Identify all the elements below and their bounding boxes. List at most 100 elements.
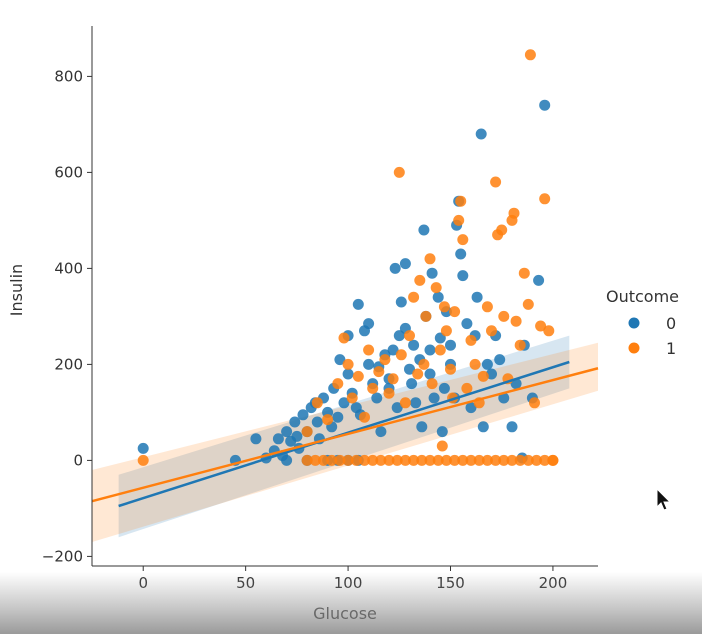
data-point-outcome-1	[490, 176, 502, 188]
data-point-outcome-1	[342, 358, 354, 370]
data-point-outcome-0	[471, 291, 483, 303]
data-point-outcome-0	[399, 258, 411, 270]
data-point-outcome-0	[424, 344, 436, 356]
data-point-outcome-1	[547, 454, 559, 466]
data-point-outcome-1	[375, 454, 387, 466]
data-point-outcome-1	[457, 454, 469, 466]
regression-line-1	[91, 367, 599, 503]
data-point-outcome-0	[506, 421, 518, 433]
data-point-outcome-1	[416, 454, 428, 466]
data-point-outcome-1	[449, 454, 461, 466]
data-point-outcome-0	[445, 339, 456, 351]
legend-marker-1	[628, 342, 640, 354]
data-point-outcome-0	[391, 402, 403, 414]
data-point-outcome-0	[250, 433, 262, 445]
data-point-outcome-1	[137, 454, 149, 466]
data-point-outcome-1	[506, 454, 518, 466]
data-point-outcome-1	[522, 454, 534, 466]
data-point-outcome-1	[426, 378, 438, 390]
data-point-outcome-1	[440, 325, 452, 337]
data-point-outcome-0	[137, 442, 149, 454]
legend-label-0: 0	[666, 314, 676, 333]
data-point-outcome-1	[399, 454, 411, 466]
data-point-outcome-1	[301, 426, 313, 438]
data-point-outcome-0	[408, 339, 420, 351]
data-point-outcome-1	[453, 214, 465, 226]
data-point-outcome-0	[416, 421, 428, 433]
data-point-outcome-0	[432, 291, 444, 303]
data-point-outcome-0	[338, 397, 350, 409]
data-point-outcome-1	[332, 378, 344, 390]
data-point-outcome-0	[281, 454, 293, 466]
data-point-outcome-1	[414, 274, 426, 286]
data-point-outcome-0	[363, 318, 375, 330]
data-point-outcome-1	[473, 454, 485, 466]
data-point-outcome-0	[363, 358, 375, 370]
data-point-outcome-1	[379, 354, 391, 366]
y-axis-label: Insulin	[7, 264, 26, 316]
data-point-outcome-1	[338, 332, 350, 344]
data-point-outcome-1	[322, 414, 334, 426]
data-point-outcome-1	[399, 397, 411, 409]
data-point-outcome-0	[494, 354, 506, 366]
data-point-outcome-0	[477, 421, 489, 433]
x-axis-label: Glucose	[313, 604, 377, 623]
data-point-outcome-0	[404, 363, 415, 375]
data-point-outcome-1	[342, 454, 354, 466]
data-point-outcome-0	[428, 392, 440, 404]
data-point-outcome-0	[426, 267, 438, 279]
data-point-outcome-1	[383, 387, 395, 399]
y-tick-label: 800	[54, 67, 83, 85]
data-point-outcome-1	[404, 330, 415, 342]
data-point-outcome-0	[393, 330, 405, 342]
data-point-outcome-0	[395, 296, 407, 308]
data-point-outcome-1	[363, 344, 375, 356]
data-point-outcome-1	[529, 397, 540, 409]
data-point-outcome-0	[438, 382, 450, 394]
data-point-outcome-1	[477, 370, 489, 382]
y-tick-label: 400	[54, 259, 83, 277]
data-point-outcome-0	[539, 99, 551, 111]
data-point-outcome-0	[498, 392, 510, 404]
data-point-outcome-1	[318, 454, 329, 466]
data-point-outcome-1	[301, 454, 313, 466]
x-tick-label: 200	[539, 574, 568, 592]
data-point-outcome-1	[436, 440, 448, 452]
data-point-outcome-1	[514, 339, 526, 351]
data-point-outcome-1	[346, 392, 358, 404]
data-point-outcome-1	[539, 193, 551, 205]
data-point-outcome-0	[375, 426, 387, 438]
data-point-outcome-0	[533, 274, 545, 286]
regression-lines	[91, 360, 599, 508]
data-point-outcome-1	[498, 310, 510, 322]
data-point-outcome-1	[359, 454, 370, 466]
data-point-outcome-0	[281, 426, 293, 438]
data-point-outcome-1	[539, 454, 551, 466]
data-point-outcome-1	[387, 373, 399, 385]
data-point-outcome-0	[291, 430, 303, 442]
data-point-outcome-0	[424, 368, 436, 380]
data-point-outcome-1	[326, 454, 338, 466]
data-point-outcome-1	[514, 454, 526, 466]
data-point-outcome-0	[481, 358, 493, 370]
data-point-outcome-1	[445, 363, 456, 375]
data-point-outcome-0	[455, 248, 467, 260]
data-point-outcome-1	[393, 166, 405, 178]
data-point-outcome-1	[359, 411, 370, 423]
data-point-outcome-1	[311, 397, 323, 409]
data-point-outcome-1	[352, 370, 364, 382]
data-point-outcome-1	[449, 306, 461, 318]
data-point-outcome-1	[412, 368, 424, 380]
data-point-outcome-0	[410, 397, 422, 409]
data-point-outcome-0	[457, 270, 469, 282]
data-point-outcome-1	[457, 234, 469, 246]
data-point-outcome-1	[461, 382, 473, 394]
data-point-outcome-1	[350, 454, 362, 466]
legend-marker-0	[628, 317, 640, 329]
data-point-outcome-1	[438, 301, 450, 313]
data-point-outcome-1	[490, 454, 502, 466]
data-point-outcome-1	[524, 49, 536, 61]
data-point-outcome-0	[465, 402, 477, 414]
y-tick-label: 600	[54, 163, 83, 181]
